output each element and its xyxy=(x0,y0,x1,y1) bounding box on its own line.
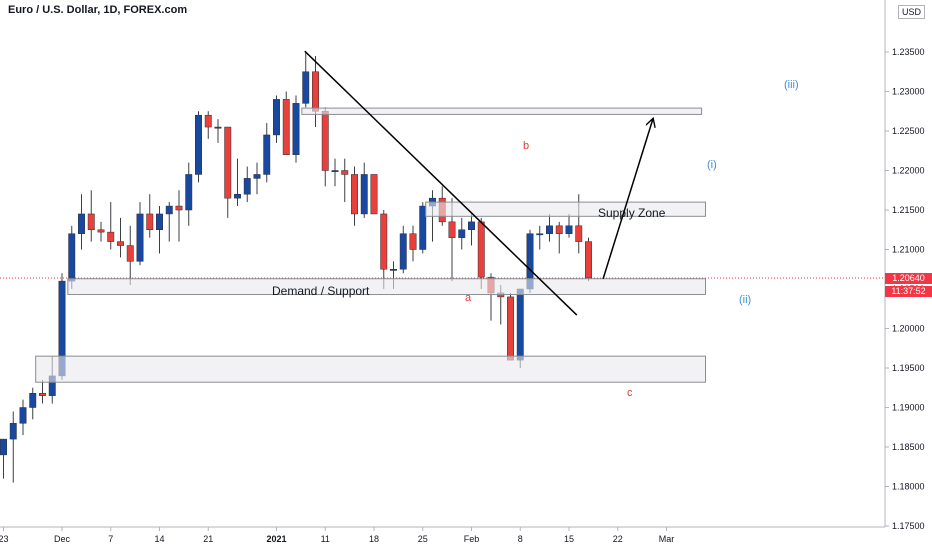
candle-body xyxy=(390,269,397,271)
wave-label-iii: (iii) xyxy=(784,79,799,91)
candle-body xyxy=(273,99,280,136)
candle-body xyxy=(565,225,573,234)
candle-body xyxy=(9,423,17,440)
wave-label-i: (i) xyxy=(707,159,717,171)
wave-label-ii: (ii) xyxy=(739,294,752,306)
candle-body xyxy=(175,205,183,211)
candle-body xyxy=(351,174,358,215)
candle-body xyxy=(546,225,553,234)
candle-body xyxy=(204,114,212,128)
candle-body xyxy=(234,193,241,199)
candle-body xyxy=(29,393,37,408)
candle-body xyxy=(282,99,290,155)
candle-body xyxy=(97,229,105,233)
zone-box xyxy=(67,278,707,296)
price-tick-label: 1.22500 xyxy=(892,126,925,136)
time-tick-label: 2021 xyxy=(266,534,286,544)
candle-body xyxy=(87,213,95,230)
time-tick-label: 25 xyxy=(418,534,428,544)
price-tick-label: 1.20000 xyxy=(892,324,925,334)
candle-body xyxy=(380,213,388,270)
chart-title: Euro / U.S. Dollar, 1D, FOREX.com xyxy=(8,4,188,16)
wave-label-b: b xyxy=(523,140,530,152)
time-tick-label: 15 xyxy=(564,534,574,544)
candle-body xyxy=(477,221,485,278)
time-tick-label: 23 xyxy=(0,534,9,544)
candle-body xyxy=(136,213,144,262)
candle-body xyxy=(555,225,563,234)
candle-body xyxy=(39,393,46,396)
candle-body xyxy=(409,233,417,250)
candle-body xyxy=(312,71,319,112)
candle-body xyxy=(399,233,407,270)
zone-box xyxy=(425,201,706,217)
time-tick-label: Dec xyxy=(54,534,71,544)
time-tick-label: 8 xyxy=(518,534,523,544)
candle-body xyxy=(507,296,514,361)
price-tick-label: 1.23000 xyxy=(892,87,925,97)
candle-body xyxy=(0,438,7,456)
price-tick-label: 1.21500 xyxy=(892,205,925,215)
candle-body xyxy=(263,134,271,175)
currency-selector[interactable]: USD xyxy=(898,5,926,19)
bar-countdown-label: 11:37:52 xyxy=(885,286,932,297)
candle-body xyxy=(195,114,202,175)
time-tick-label: 22 xyxy=(613,534,623,544)
candle-body xyxy=(185,174,193,211)
candle-body xyxy=(516,288,524,361)
trendline xyxy=(304,50,578,316)
time-tick-label: 7 xyxy=(108,534,113,544)
candle-body xyxy=(341,170,349,175)
zone-box xyxy=(301,107,703,115)
candle-body xyxy=(468,221,475,231)
time-tick-label: 14 xyxy=(154,534,164,544)
candle-body xyxy=(448,221,456,238)
price-tick-label: 1.19500 xyxy=(892,363,925,373)
price-tick-label: 1.18000 xyxy=(892,482,925,492)
price-tick-label: 1.18500 xyxy=(892,442,925,452)
zone-box xyxy=(35,355,707,383)
candle-body xyxy=(165,205,173,215)
demand-zone-label: Demand / Support xyxy=(272,284,370,298)
time-tick-label: Feb xyxy=(464,534,480,544)
candle-body xyxy=(585,241,592,279)
supply-zone-label: Supply Zone xyxy=(598,206,666,220)
price-tick-label: 1.17500 xyxy=(892,521,925,531)
candle-body xyxy=(68,233,76,282)
candle-body xyxy=(360,174,368,215)
candle-body xyxy=(458,229,466,238)
candle-body xyxy=(78,213,85,234)
candle-body xyxy=(19,407,27,424)
candle-body xyxy=(146,213,154,230)
candle-body xyxy=(253,174,261,179)
candle-body xyxy=(107,231,115,242)
candle-body xyxy=(536,233,544,236)
candle-body xyxy=(419,205,427,250)
price-tick-label: 1.23500 xyxy=(892,47,925,57)
candle-body xyxy=(575,225,583,242)
candle-body xyxy=(370,174,378,215)
candle-body xyxy=(117,241,124,246)
price-tick-label: 1.21000 xyxy=(892,245,925,255)
time-tick-label: 21 xyxy=(203,534,213,544)
candle-body xyxy=(214,126,222,129)
candle-body xyxy=(126,245,134,262)
time-tick-label: 11 xyxy=(321,534,330,544)
time-tick-label: 18 xyxy=(369,534,379,544)
last-price-label: 1.20640 xyxy=(885,273,932,284)
time-tick-label: Mar xyxy=(659,534,675,544)
wave-label-a: a xyxy=(465,292,472,304)
candle-body xyxy=(243,178,251,195)
price-tick-label: 1.22000 xyxy=(892,166,925,176)
candle-body xyxy=(321,111,329,171)
price-tick-label: 1.19000 xyxy=(892,403,925,413)
wave-label-c: c xyxy=(627,387,633,399)
candle-body xyxy=(292,103,300,155)
candle-body xyxy=(331,170,339,172)
candle-body xyxy=(156,213,163,230)
candle-body xyxy=(224,126,232,199)
projection-arrow xyxy=(602,119,653,279)
candle-body xyxy=(302,71,310,104)
